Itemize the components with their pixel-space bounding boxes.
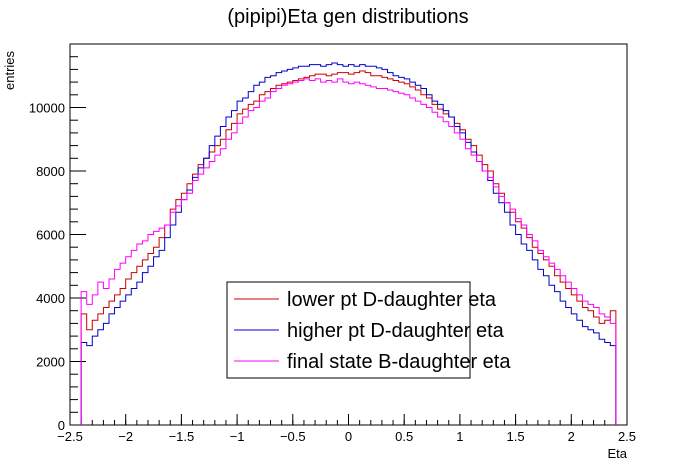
- y-tick-label: 4000: [36, 291, 65, 306]
- x-axis-title: Eta: [607, 446, 627, 461]
- y-axis-title: entries: [2, 50, 17, 90]
- y-tick-label: 2000: [36, 355, 65, 370]
- y-tick-label: 6000: [36, 228, 65, 243]
- x-tick-label: 2.5: [618, 429, 636, 444]
- x-tick-label: 1.5: [507, 429, 525, 444]
- x-tick-label: −2.5: [57, 429, 83, 444]
- x-tick-label: −1.5: [169, 429, 195, 444]
- x-tick-label: 0.5: [395, 429, 413, 444]
- legend: lower pt D-daughter eta higher pt D-daugh…: [226, 281, 511, 379]
- chart-title: (pipipi)Eta gen distributions: [227, 6, 468, 28]
- plot-area: −2.5 −2 −1.5 −1 −0.5 0 0.5 1 1.5 2 2.5 0 2000 4000 600…: [29, 43, 636, 444]
- x-tick-label: −0.5: [280, 429, 306, 444]
- series-2-histogram: [80, 62, 617, 425]
- x-tick-label: −1: [230, 429, 245, 444]
- legend-label: final state B-daughter eta: [287, 351, 511, 373]
- x-tick-label: 2: [568, 429, 575, 444]
- y-tick-label: 10000: [29, 101, 65, 116]
- x-tick-label: 0: [345, 429, 352, 444]
- y-tick-label: 8000: [36, 164, 65, 179]
- x-tick-label: 1: [456, 429, 463, 444]
- y-tick-label: 0: [58, 418, 65, 433]
- legend-label: lower pt D-daughter eta: [287, 289, 497, 311]
- series-3-histogram: [80, 78, 617, 425]
- legend-label: higher pt D-daughter eta: [287, 320, 505, 342]
- x-tick-label: −2: [118, 429, 133, 444]
